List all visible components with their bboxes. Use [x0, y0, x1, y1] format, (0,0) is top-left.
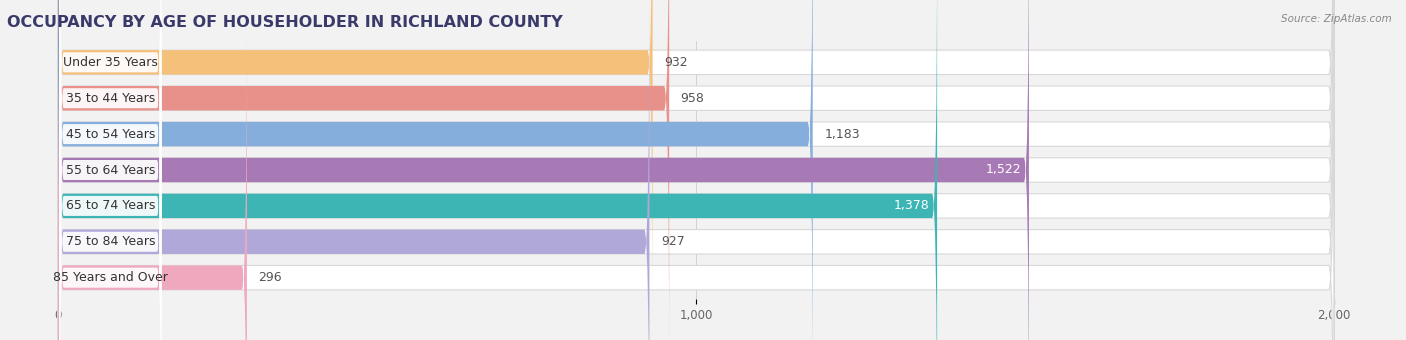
FancyBboxPatch shape	[58, 0, 1334, 340]
FancyBboxPatch shape	[59, 0, 162, 340]
Text: 927: 927	[661, 235, 685, 248]
FancyBboxPatch shape	[59, 0, 162, 340]
Text: 932: 932	[664, 56, 688, 69]
Text: 958: 958	[681, 92, 704, 105]
FancyBboxPatch shape	[58, 3, 247, 340]
FancyBboxPatch shape	[59, 8, 162, 340]
Text: 45 to 54 Years: 45 to 54 Years	[66, 128, 155, 141]
FancyBboxPatch shape	[58, 0, 813, 340]
FancyBboxPatch shape	[59, 44, 162, 340]
Text: 85 Years and Over: 85 Years and Over	[53, 271, 167, 284]
FancyBboxPatch shape	[59, 0, 162, 332]
FancyBboxPatch shape	[59, 0, 162, 340]
Text: 55 to 64 Years: 55 to 64 Years	[66, 164, 155, 176]
FancyBboxPatch shape	[58, 0, 1334, 340]
Text: 35 to 44 Years: 35 to 44 Years	[66, 92, 155, 105]
Text: OCCUPANCY BY AGE OF HOUSEHOLDER IN RICHLAND COUNTY: OCCUPANCY BY AGE OF HOUSEHOLDER IN RICHL…	[7, 15, 562, 30]
Text: 65 to 74 Years: 65 to 74 Years	[66, 199, 155, 212]
FancyBboxPatch shape	[58, 3, 1334, 340]
FancyBboxPatch shape	[58, 0, 1334, 337]
FancyBboxPatch shape	[58, 0, 669, 340]
FancyBboxPatch shape	[58, 0, 1334, 340]
FancyBboxPatch shape	[58, 0, 1029, 340]
FancyBboxPatch shape	[58, 0, 652, 337]
FancyBboxPatch shape	[58, 0, 1334, 340]
FancyBboxPatch shape	[58, 0, 938, 340]
Text: 296: 296	[259, 271, 283, 284]
FancyBboxPatch shape	[58, 0, 650, 340]
Text: 75 to 84 Years: 75 to 84 Years	[66, 235, 155, 248]
Text: 1,378: 1,378	[894, 199, 929, 212]
Text: Under 35 Years: Under 35 Years	[63, 56, 157, 69]
FancyBboxPatch shape	[59, 0, 162, 296]
Text: 1,183: 1,183	[824, 128, 860, 141]
Text: 1,522: 1,522	[986, 164, 1021, 176]
FancyBboxPatch shape	[58, 0, 1334, 340]
Text: Source: ZipAtlas.com: Source: ZipAtlas.com	[1281, 14, 1392, 23]
